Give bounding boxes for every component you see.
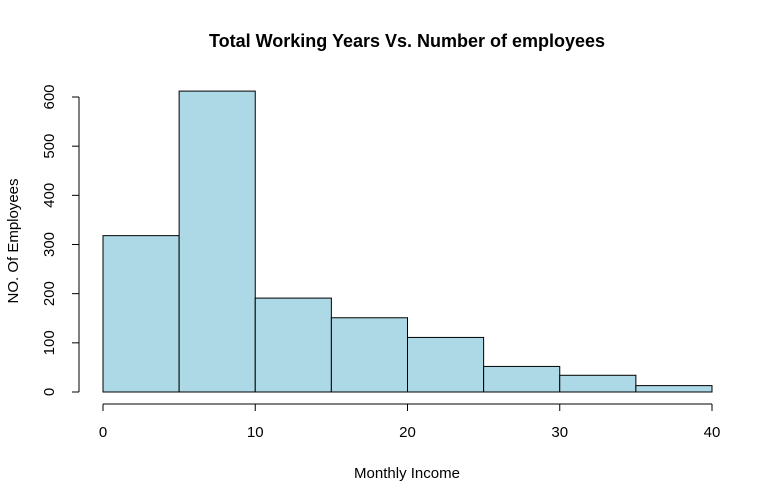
y-tick-label: 400 [41, 183, 58, 208]
bars-group [102, 90, 713, 393]
x-tick-label: 10 [247, 424, 264, 441]
y-tick-label: 500 [41, 134, 58, 159]
y-tick-label: 100 [41, 330, 58, 355]
y-axis: 0 100 200 300 400 500 600 [41, 84, 80, 396]
histogram-bar [635, 385, 713, 393]
y-axis-label: NO. Of Employees [5, 178, 22, 303]
y-tick-label: 300 [41, 232, 58, 257]
chart-title: Total Working Years Vs. Number of employ… [209, 31, 605, 51]
y-tick-label: 200 [41, 281, 58, 306]
histogram-bar [330, 317, 408, 393]
y-tick-label: 0 [41, 388, 58, 396]
histogram-bar [254, 297, 332, 393]
x-tick-label: 30 [551, 424, 568, 441]
histogram-bar [178, 90, 256, 393]
x-axis-label: Monthly Income [354, 465, 460, 482]
x-tick-label: 0 [99, 424, 107, 441]
x-tick-label: 40 [704, 424, 721, 441]
x-tick-label: 20 [399, 424, 416, 441]
y-tick-label: 600 [41, 84, 58, 109]
histogram-bar [483, 365, 561, 393]
histogram-bar [559, 374, 637, 393]
histogram-bar [407, 336, 485, 393]
histogram-bar [102, 235, 180, 393]
x-axis: 0 10 20 30 40 [99, 403, 721, 441]
